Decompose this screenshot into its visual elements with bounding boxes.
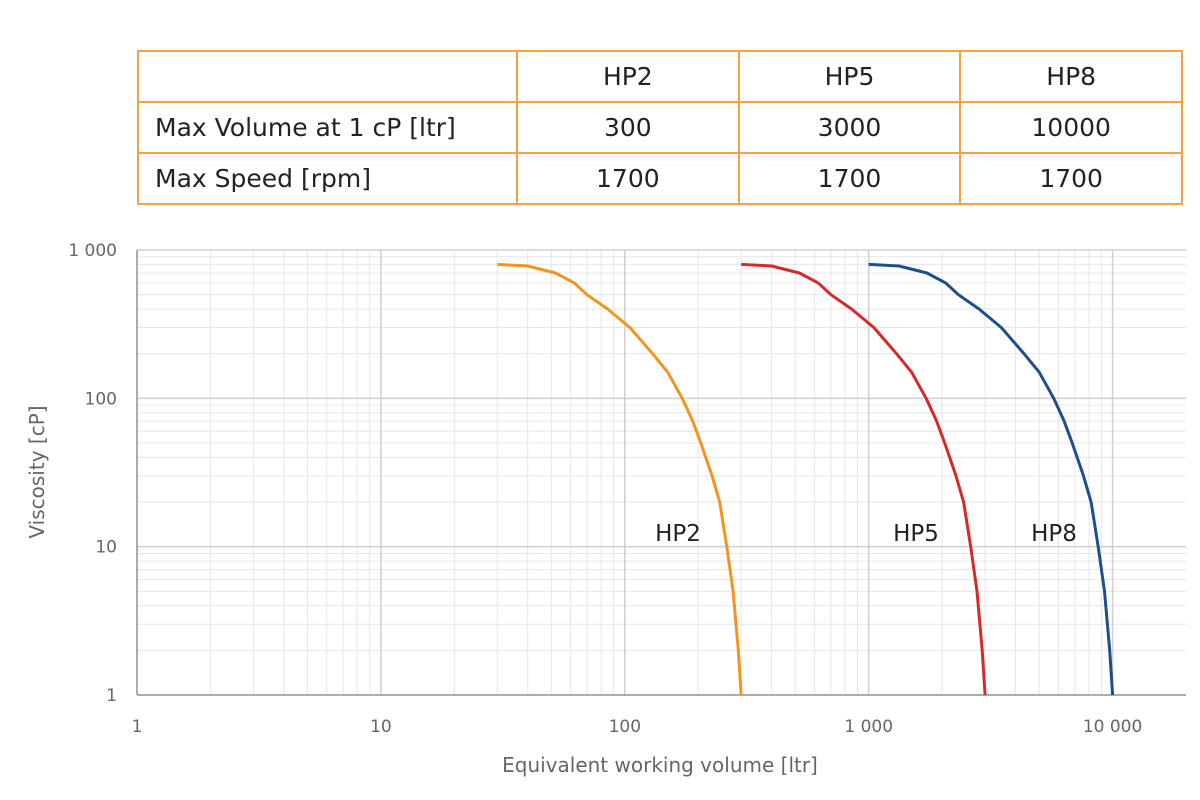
table-cell: 1700: [737, 152, 962, 205]
line-series: [497, 262, 743, 696]
header-cell: [137, 50, 518, 103]
x-tick-label: 10 000: [1083, 717, 1142, 737]
y-tick-label: 100: [85, 389, 117, 409]
y-axis-label: Viscosity [cP]: [25, 405, 49, 538]
x-tick-label: 100: [609, 717, 641, 737]
table-cell: 300: [516, 101, 740, 154]
x-axis-label: Equivalent working volume [ltr]: [502, 753, 818, 777]
x-tick-label: 1: [132, 717, 143, 737]
x-tick-label: 10: [370, 717, 392, 737]
y-tick-label: 10: [95, 538, 117, 558]
table-cell: 1700: [959, 152, 1183, 205]
spec-table: HP2 HP5 HP8 Max Volume at 1 cP [ltr] 300 3000…: [137, 50, 1183, 205]
table-row: Max Speed [rpm] 1700 1700 1700: [137, 152, 1183, 205]
header-cell: HP5: [737, 50, 962, 103]
y-tick-label: 1: [106, 686, 117, 706]
header-cell: HP8: [959, 50, 1183, 103]
series-label: HP5: [893, 521, 939, 547]
table-row: Max Volume at 1 cP [ltr] 300 3000 10000: [137, 101, 1183, 154]
series-label: HP2: [655, 521, 701, 547]
series-label: HP8: [1031, 521, 1077, 547]
line-series: [741, 262, 987, 696]
x-tick-label: 1 000: [844, 717, 893, 737]
table-cell: 1700: [516, 152, 740, 205]
table-cell: 3000: [737, 101, 962, 154]
table-row: HP2 HP5 HP8: [137, 50, 1183, 103]
header-cell: HP2: [516, 50, 740, 103]
row-label: Max Speed [rpm]: [137, 152, 518, 205]
line-series: [868, 262, 1115, 696]
table-cell: 10000: [959, 101, 1183, 154]
y-tick-label: 1 000: [68, 241, 117, 261]
row-label: Max Volume at 1 cP [ltr]: [137, 101, 518, 154]
